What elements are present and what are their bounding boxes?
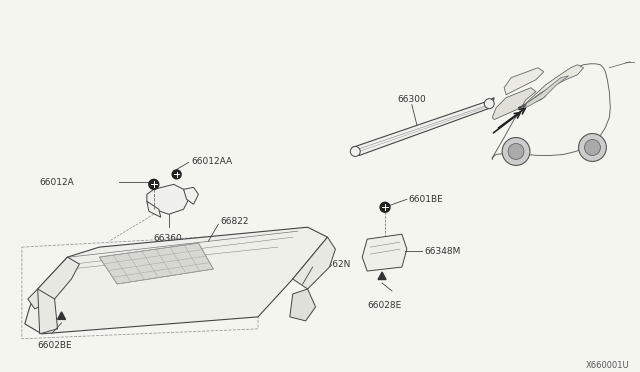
Polygon shape: [351, 98, 494, 155]
Text: X660001U: X660001U: [586, 361, 629, 370]
Circle shape: [149, 179, 159, 189]
Circle shape: [584, 140, 600, 155]
Text: 66012A: 66012A: [40, 178, 74, 187]
Polygon shape: [58, 312, 65, 320]
Circle shape: [484, 99, 494, 109]
Polygon shape: [504, 68, 544, 94]
Polygon shape: [99, 243, 213, 284]
Circle shape: [172, 170, 181, 179]
Text: 6602BE: 6602BE: [38, 341, 72, 350]
Polygon shape: [28, 257, 79, 309]
Text: 66360: 66360: [154, 234, 182, 243]
Polygon shape: [378, 272, 386, 279]
Polygon shape: [492, 88, 536, 119]
Polygon shape: [147, 201, 161, 217]
Polygon shape: [38, 289, 58, 334]
Text: 66300: 66300: [397, 95, 426, 104]
Polygon shape: [362, 234, 407, 271]
Polygon shape: [521, 65, 584, 108]
Polygon shape: [290, 289, 316, 321]
Circle shape: [380, 202, 390, 212]
Text: 66822: 66822: [220, 217, 249, 226]
Polygon shape: [184, 187, 198, 204]
Text: 66348M: 66348M: [425, 247, 461, 256]
Polygon shape: [25, 227, 328, 334]
Polygon shape: [292, 237, 335, 289]
Polygon shape: [526, 76, 568, 108]
Circle shape: [579, 134, 606, 161]
Circle shape: [502, 138, 530, 166]
Circle shape: [350, 147, 360, 157]
Polygon shape: [492, 64, 611, 160]
Text: 66012AA: 66012AA: [191, 157, 233, 166]
Circle shape: [508, 144, 524, 160]
Text: 6601BE: 6601BE: [409, 195, 444, 204]
Text: 66028E: 66028E: [367, 301, 401, 310]
Text: 66862N: 66862N: [316, 260, 351, 269]
Polygon shape: [518, 96, 546, 108]
Polygon shape: [147, 185, 189, 214]
